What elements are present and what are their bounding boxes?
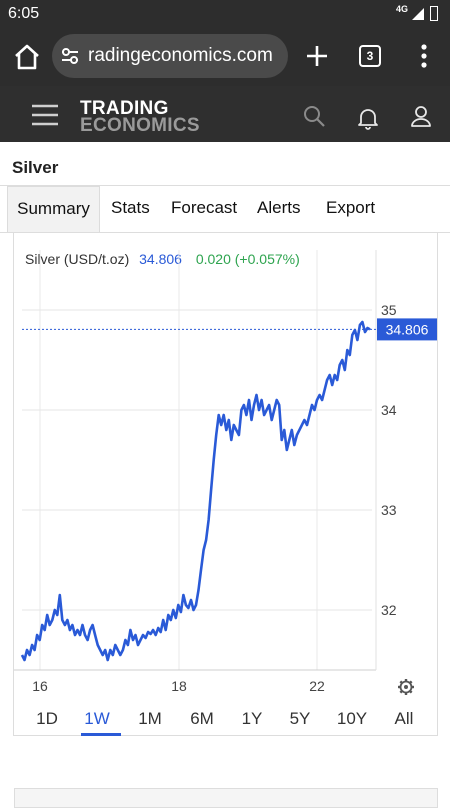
more-options-icon[interactable]: [414, 42, 434, 70]
next-section-card: [14, 788, 438, 808]
signal-icon: [412, 8, 424, 20]
divider: [0, 185, 450, 186]
network-type: 4G: [396, 4, 409, 14]
bell-icon[interactable]: [357, 106, 379, 130]
chart-card: [13, 233, 438, 736]
range-1d[interactable]: 1D: [36, 709, 58, 728]
x-tick-label: 18: [171, 678, 187, 694]
last-price-tag: [377, 318, 437, 341]
hamburger-menu-icon[interactable]: [30, 102, 60, 128]
tab-forecast[interactable]: Forecast: [171, 198, 238, 217]
range-6m[interactable]: 6M: [190, 709, 214, 728]
range-selector: 1D 1W 1M 6M 1Y 5Y 10Y All: [14, 703, 437, 736]
section-tabs: Summary Stats Forecast Alerts Export: [0, 186, 450, 232]
search-icon[interactable]: [302, 104, 326, 128]
instrument-name: Silver (USD/t.oz): [25, 251, 130, 267]
x-tick-label: 16: [32, 678, 48, 694]
new-tab-icon[interactable]: [303, 42, 331, 70]
range-5y[interactable]: 5Y: [289, 709, 311, 728]
x-tick-label: 22: [309, 678, 325, 694]
quote-headline: Silver (USD/t.oz) 34.806 0.020 (+0.057%): [25, 251, 300, 267]
site-logo[interactable]: TRADING ECONOMICS: [80, 98, 200, 136]
gear-icon[interactable]: [398, 679, 414, 695]
price-change: 0.020 (+0.057%): [195, 251, 300, 267]
range-active-indicator: [81, 733, 121, 736]
site-header: TRADING ECONOMICS: [0, 86, 450, 142]
user-icon[interactable]: [409, 104, 433, 128]
url-text: radingeconomics.com: [88, 45, 273, 66]
site-settings-icon[interactable]: [60, 46, 80, 66]
range-1m[interactable]: 1M: [138, 709, 162, 728]
browser-toolbar: radingeconomics.com 3: [0, 28, 450, 86]
page-title: Silver: [12, 158, 59, 177]
last-price-label: 34.806: [386, 321, 429, 337]
y-tick-label: 33: [381, 502, 397, 518]
divider: [0, 232, 450, 233]
address-bar[interactable]: radingeconomics.com: [52, 34, 288, 78]
price-line: [20, 320, 371, 662]
status-time: 6:05: [8, 5, 40, 22]
home-icon[interactable]: [12, 42, 42, 72]
y-tick-label: 32: [381, 602, 397, 618]
range-all[interactable]: All: [394, 709, 414, 728]
logo-line1: TRADING: [80, 98, 169, 119]
y-tick-label: 35: [381, 302, 397, 318]
tab-summary[interactable]: Summary: [7, 186, 100, 232]
range-10y[interactable]: 10Y: [336, 709, 368, 728]
battery-icon: [430, 6, 438, 21]
tab-stats[interactable]: Stats: [111, 198, 150, 217]
status-bar: 6:05 4G: [0, 0, 450, 28]
tab-alerts[interactable]: Alerts: [257, 198, 301, 217]
last-price: 34.806: [139, 251, 182, 267]
tab-switcher-button[interactable]: 3: [359, 45, 381, 67]
range-1y[interactable]: 1Y: [241, 709, 263, 728]
y-tick-label: 34: [381, 402, 397, 418]
tab-export[interactable]: Export: [326, 198, 376, 217]
range-1w[interactable]: 1W: [84, 709, 110, 728]
logo-line2: ECONOMICS: [80, 115, 200, 136]
